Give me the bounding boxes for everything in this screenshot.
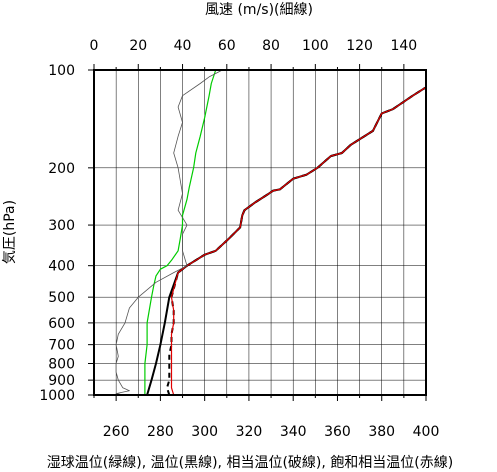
- tick-label-x-top: 60: [218, 38, 236, 54]
- tick-label-x-top: 20: [129, 38, 147, 54]
- tick-label-x-top: 140: [390, 38, 417, 54]
- series-line-3: [144, 69, 217, 395]
- tick-label-x-bottom: 280: [147, 424, 174, 440]
- top-axis-title: 風速 (m/s)(細線): [205, 2, 313, 18]
- axes: [88, 64, 427, 401]
- tick-label-x-bottom: 400: [413, 424, 440, 440]
- plot-frame: [93, 69, 427, 396]
- tick-label-x-top: 40: [174, 38, 192, 54]
- tick-label-y: 300: [48, 218, 75, 234]
- tick-label-x-bottom: 300: [191, 424, 218, 440]
- series-line-4: [115, 69, 223, 396]
- bottom-axis-title: 湿球温位(緑線), 温位(黒線), 相当温位(破線), 飽和相当温位(赤線): [47, 454, 453, 471]
- tick-labels: 260 280 300 320 340 360 380 400 0 20 40 60 80 100 120 1…: [39, 38, 439, 440]
- tick-label-y: 1000: [39, 388, 75, 404]
- tick-label-x-top: 100: [302, 38, 329, 54]
- tick-label-y: 700: [48, 338, 75, 354]
- tick-label-y: 600: [48, 316, 75, 332]
- tick-label-x-top: 0: [90, 38, 99, 54]
- tick-label-x-bottom: 260: [103, 424, 130, 440]
- tick-label-x-bottom: 380: [368, 424, 395, 440]
- tick-label-x-bottom: 320: [236, 424, 263, 440]
- tick-label-y: 100: [48, 63, 75, 79]
- tick-label-y: 200: [48, 161, 75, 177]
- series-line-2: [170, 83, 427, 396]
- y-axis-title: 気圧(hPa): [2, 200, 18, 264]
- tick-label-x-bottom: 360: [324, 424, 351, 440]
- series-layer: [115, 69, 427, 396]
- series-line-0: [146, 83, 427, 396]
- series-line-1: [166, 83, 427, 396]
- tick-label-y: 400: [48, 259, 75, 275]
- tick-label-x-top: 80: [262, 38, 280, 54]
- tick-label-y: 500: [48, 290, 75, 306]
- tick-label-x-bottom: 340: [280, 424, 307, 440]
- tick-label-y: 900: [48, 373, 75, 389]
- grid: [94, 70, 426, 395]
- tick-label-x-top: 120: [346, 38, 373, 54]
- tick-label-y: 800: [48, 357, 75, 373]
